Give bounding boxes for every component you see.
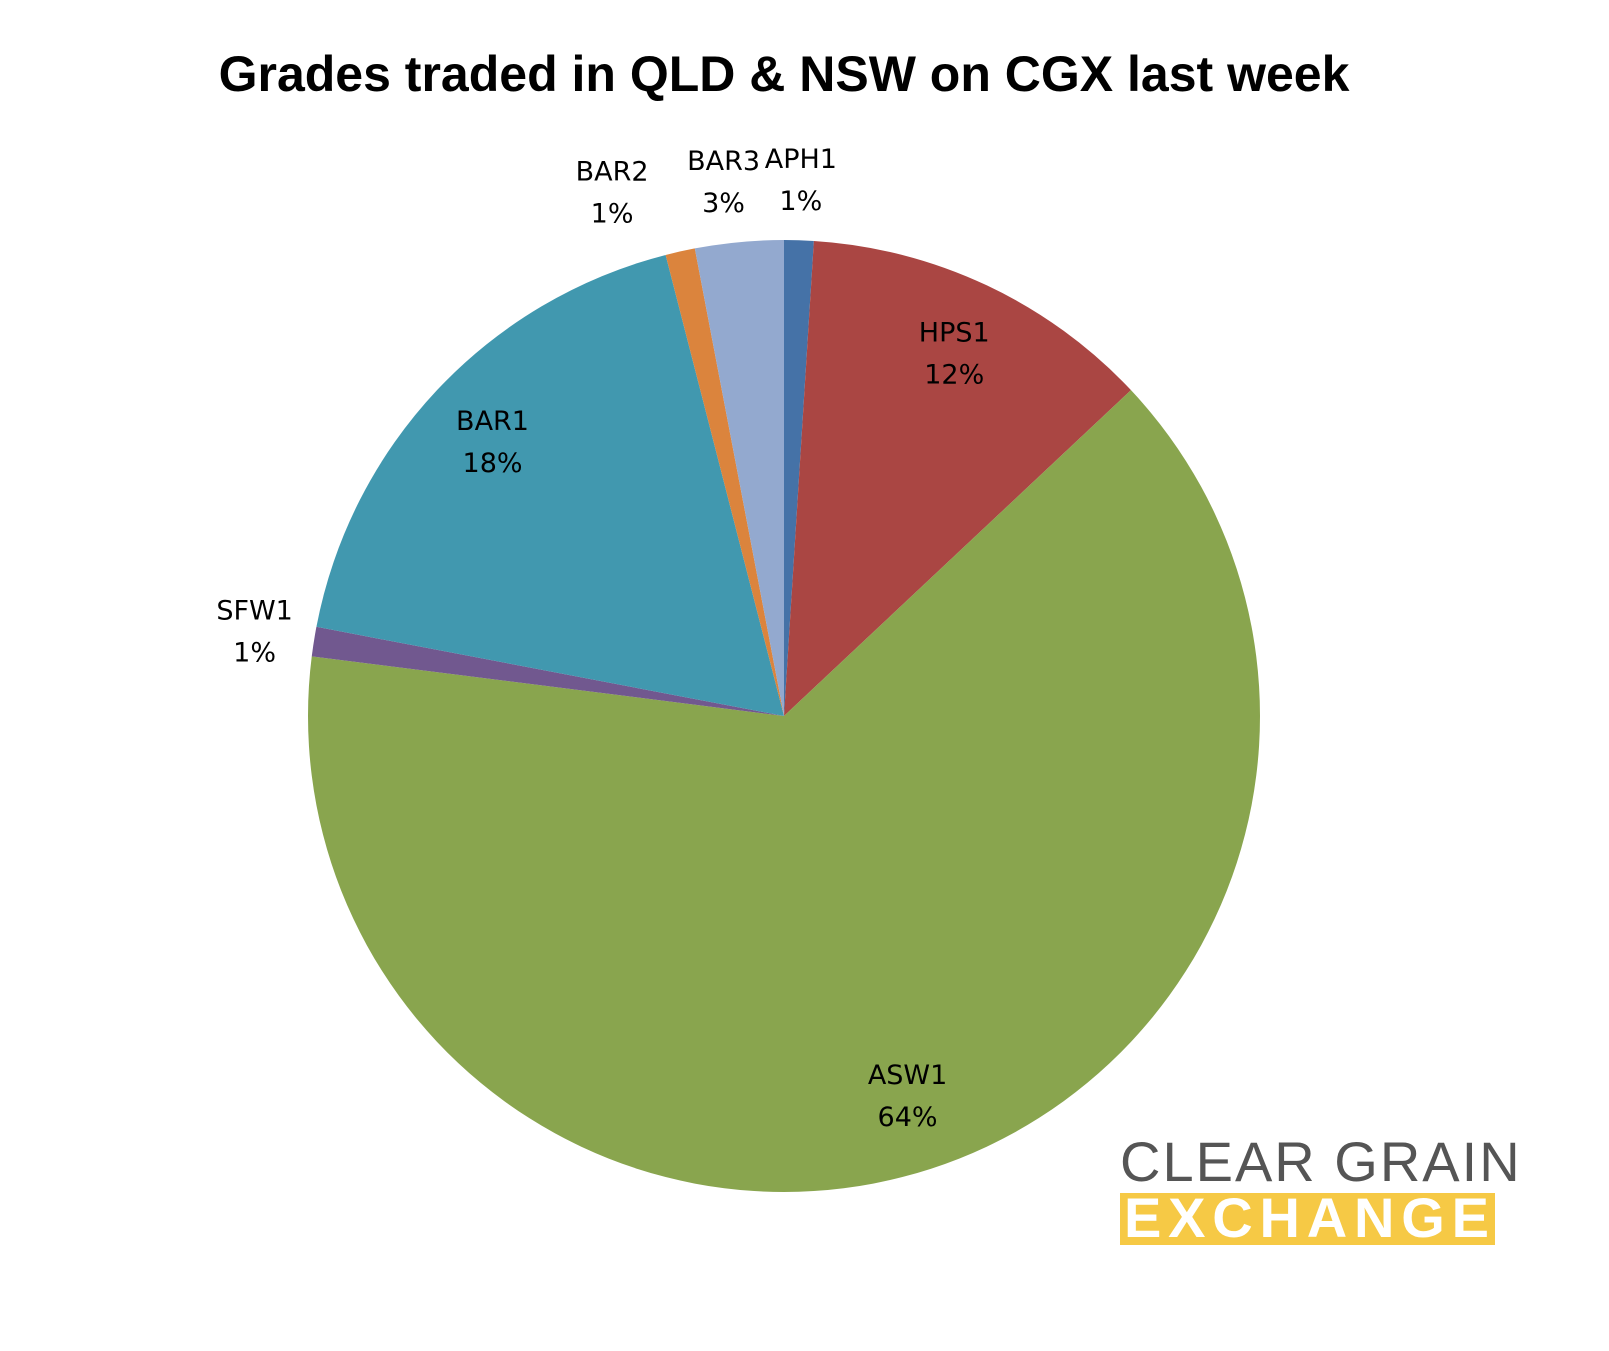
slice-value-label: 64%	[878, 1102, 938, 1133]
logo-line2: EXCHANGE	[1124, 1186, 1492, 1249]
logo-line1: CLEAR GRAIN	[1120, 1130, 1522, 1193]
pie-slice	[784, 240, 814, 716]
slice-label: BAR1	[456, 406, 529, 437]
pie-slice	[784, 240, 1131, 716]
logo-band	[1120, 1193, 1495, 1245]
slice-label: ASW1	[868, 1060, 947, 1091]
pie-slice	[316, 254, 784, 717]
slice-label: BAR2	[576, 156, 649, 187]
pie-slice	[311, 626, 784, 716]
slice-label: APH1	[765, 144, 837, 175]
slice-value-label: 1%	[591, 198, 634, 229]
pie-slice	[307, 390, 1261, 1193]
slice-value-label: 1%	[779, 186, 822, 217]
slice-label: BAR3	[687, 146, 760, 177]
chart-title: Grades traded in QLD & NSW on CGX last w…	[219, 46, 1350, 102]
slice-value-label: 3%	[702, 188, 745, 219]
slice-value-label: 1%	[233, 638, 276, 669]
slice-label: SFW1	[216, 596, 293, 627]
slice-label: HPS1	[919, 318, 990, 349]
slice-value-label: 12%	[924, 360, 984, 391]
slice-value-label: 18%	[463, 448, 523, 479]
pie-slice	[665, 248, 784, 716]
logo: CLEAR GRAIN EXCHANGE	[1120, 1130, 1522, 1249]
pie-slice	[694, 240, 784, 716]
